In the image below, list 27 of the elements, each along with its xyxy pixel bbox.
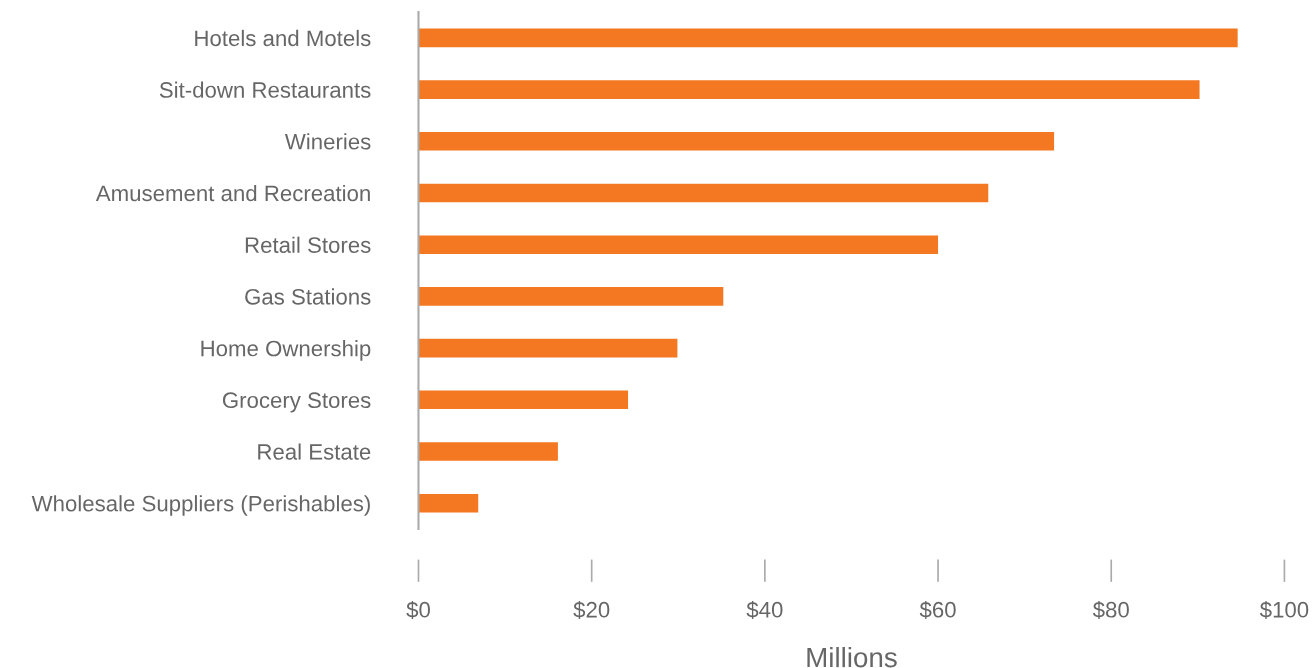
- bar: [418, 390, 629, 410]
- y-tick-label: Grocery Stores: [222, 392, 371, 413]
- bar: [418, 28, 1238, 48]
- x-tick-label: $0: [406, 600, 430, 619]
- bar: [418, 183, 989, 203]
- y-tick-label: Retail Stores: [245, 236, 371, 253]
- bar: [418, 338, 678, 358]
- bar: [418, 442, 558, 461]
- bar: [418, 80, 1200, 99]
- y-tick-label: Hotels and Motels: [195, 29, 371, 47]
- y-tick-label: Sit-down Restaurants: [159, 81, 371, 98]
- x-axis-title: Millions: [807, 646, 897, 668]
- y-tick-label: Real Estate: [258, 443, 371, 460]
- y-tick-label: Gas Stations: [245, 288, 371, 305]
- x-tick-label: $60: [919, 600, 956, 619]
- bar: [418, 131, 1055, 151]
- y-tick-label: Amusement and Recreation: [95, 184, 370, 202]
- x-tick-label: $20: [573, 600, 610, 619]
- y-tick-label: Home Ownership: [201, 340, 371, 361]
- bar: [418, 235, 939, 254]
- x-tick-label: $100: [1259, 600, 1309, 619]
- y-tick-label: Wineries: [284, 133, 371, 150]
- bar: [418, 287, 724, 306]
- x-tick-label: $80: [1092, 600, 1129, 619]
- y-tick-label: Wholesale Suppliers (Perishables): [31, 495, 370, 516]
- bar: [418, 493, 479, 513]
- x-tick-label: $40: [746, 600, 783, 619]
